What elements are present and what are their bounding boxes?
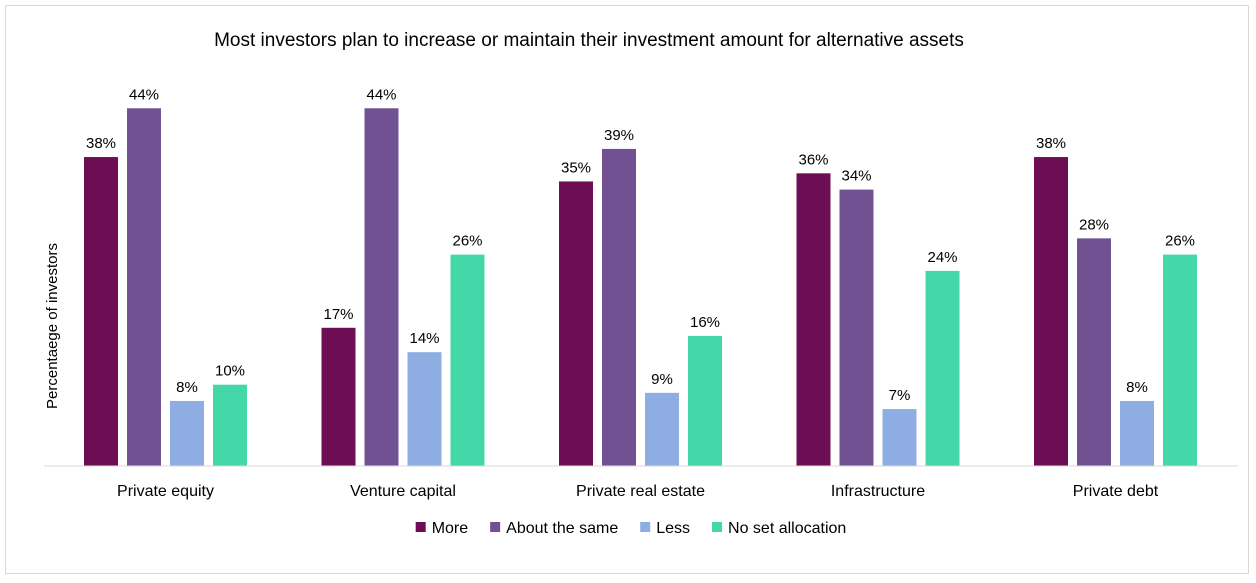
data-label-private-debt-about-the-same: 28%	[1079, 216, 1109, 233]
bar-private-equity-less	[170, 400, 204, 466]
data-label-private-debt-no-set-allocation: 26%	[1165, 233, 1195, 250]
data-label-private-equity-less: 8%	[176, 379, 198, 396]
bar-private-real-estate-about-the-same	[602, 148, 636, 466]
legend-swatch-more	[415, 522, 426, 532]
bar-infrastructure-more	[796, 173, 831, 466]
bar-private-real-estate-less	[645, 392, 679, 466]
data-label-private-debt-more: 38%	[1036, 135, 1066, 152]
legend-label-about-the-same: About the same	[506, 520, 618, 537]
bar-private-equity-no-set-allocation	[213, 384, 247, 466]
data-label-private-equity-more: 38%	[86, 135, 116, 152]
bar-venture-capital-more	[321, 327, 356, 466]
legend-item-no-set-allocation: No set allocation	[712, 520, 846, 537]
data-label-infrastructure-about-the-same: 34%	[841, 168, 871, 185]
category-label-infrastructure: Infrastructure	[831, 483, 925, 500]
y-axis-title: Percentaege of investors	[44, 243, 61, 409]
legend-label-more: More	[432, 520, 469, 537]
bar-venture-capital-less	[407, 352, 442, 466]
data-label-private-equity-no-set-allocation: 10%	[215, 363, 245, 380]
data-label-venture-capital-no-set-allocation: 26%	[452, 233, 482, 250]
bar-private-debt-more	[1034, 157, 1068, 466]
legend-item-more: More	[415, 520, 469, 537]
legend-swatch-about-the-same	[490, 522, 501, 532]
data-label-venture-capital-about-the-same: 44%	[366, 86, 396, 103]
bar-infrastructure-no-set-allocation	[925, 270, 960, 466]
bars-layer	[84, 108, 1197, 466]
data-label-infrastructure-more: 36%	[798, 151, 828, 168]
data-label-infrastructure-no-set-allocation: 24%	[927, 249, 957, 266]
bar-venture-capital-about-the-same	[364, 108, 399, 466]
data-labels-layer: 38% 44% 8% 10% 17% 44% 14% 26% 35% 39% 9% 16% 36% 34%…	[86, 86, 1195, 404]
category-label-private-equity: Private equity	[117, 483, 214, 500]
bar-private-real-estate-more	[559, 181, 593, 466]
category-label-private-debt: Private debt	[1073, 483, 1159, 500]
data-label-private-equity-about-the-same: 44%	[129, 86, 159, 103]
legend-swatch-less	[640, 522, 651, 532]
bar-private-real-estate-no-set-allocation	[688, 335, 722, 466]
legend: More About the same Less No set allocation	[415, 520, 846, 537]
data-label-infrastructure-less: 7%	[889, 387, 911, 404]
chart-title: Most investors plan to increase or maint…	[214, 30, 964, 51]
bar-infrastructure-less	[882, 409, 917, 466]
data-label-venture-capital-less: 14%	[409, 330, 439, 347]
bar-private-equity-about-the-same	[127, 108, 161, 466]
bar-private-debt-no-set-allocation	[1163, 254, 1197, 466]
bar-private-debt-less	[1120, 400, 1154, 466]
data-label-private-debt-less: 8%	[1126, 379, 1148, 396]
bar-private-debt-about-the-same	[1077, 238, 1111, 466]
bar-infrastructure-about-the-same	[839, 189, 874, 466]
legend-item-about-the-same: About the same	[490, 520, 618, 537]
data-label-private-real-estate-about-the-same: 39%	[604, 127, 634, 144]
legend-item-less: Less	[640, 520, 690, 537]
legend-label-no-set-allocation: No set allocation	[728, 520, 846, 537]
legend-label-less: Less	[656, 520, 690, 537]
data-label-venture-capital-more: 17%	[323, 306, 353, 323]
category-label-venture-capital: Venture capital	[350, 483, 456, 500]
bar-private-equity-more	[84, 157, 118, 466]
data-label-private-real-estate-more: 35%	[561, 159, 591, 176]
bar-venture-capital-no-set-allocation	[450, 254, 485, 466]
category-labels-layer: Private equity Venture capital Private rea…	[117, 483, 1159, 500]
data-label-private-real-estate-less: 9%	[651, 371, 673, 388]
category-label-private-real-estate: Private real estate	[576, 483, 705, 500]
data-label-private-real-estate-no-set-allocation: 16%	[690, 314, 720, 331]
legend-swatch-no-set-allocation	[712, 522, 723, 532]
